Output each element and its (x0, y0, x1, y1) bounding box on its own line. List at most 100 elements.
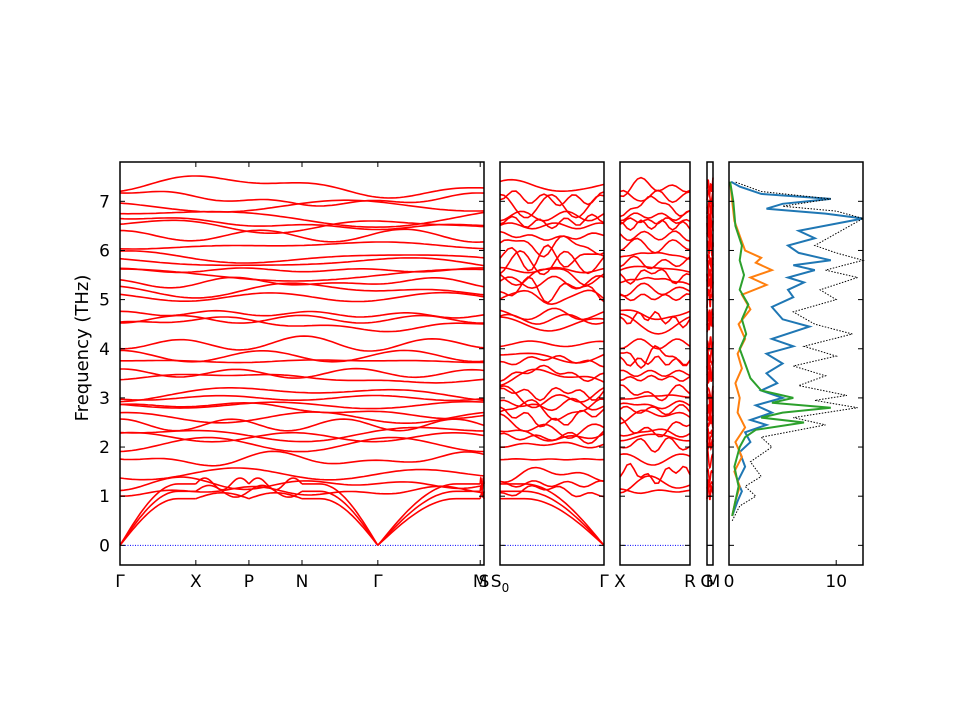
dos-series-line (730, 180, 864, 517)
y-tick-label: 6 (99, 241, 110, 261)
kpoint-label: R (684, 572, 696, 592)
phonon-band-line (619, 219, 691, 232)
phonon-band-line (706, 479, 714, 489)
phonon-band-line (706, 252, 714, 264)
phonon-band-line (120, 367, 485, 379)
phonon-band-line (619, 237, 691, 254)
phonon-band-line (499, 385, 605, 409)
phonon-band-line (619, 176, 691, 198)
phonon-band-line (619, 338, 691, 350)
kpoint-label: P (244, 572, 254, 592)
phonon-band-line (499, 397, 605, 412)
acoustic-band-line (195, 477, 250, 491)
phonon-band-line (119, 401, 485, 420)
y-tick-label: 4 (99, 340, 110, 360)
acoustic-band-line (248, 477, 303, 491)
acoustic-band-line (302, 497, 379, 546)
phonon-band-line (706, 336, 714, 353)
phonon-band-line (119, 282, 485, 299)
phonon-band-line (499, 307, 605, 321)
phonon-band-line (619, 293, 691, 302)
phonon-band-line (706, 385, 714, 402)
dos-x-tick-label: 0 (724, 572, 735, 592)
phonon-band-line (499, 276, 605, 304)
phonon-band-line (499, 340, 605, 348)
dos-x-tick-label: 10 (825, 572, 847, 592)
phonon-band-line (119, 190, 485, 207)
phonon-band-line (619, 255, 691, 270)
phonon-band-line (119, 411, 485, 424)
phonon-band-line (119, 349, 485, 363)
panel-frame (499, 161, 605, 566)
dos-lines-layer (729, 180, 865, 522)
phonon-band-line (499, 484, 605, 498)
acoustic-band-line (302, 483, 379, 546)
phonon-band-line (619, 309, 691, 321)
phonon-band-line (119, 217, 485, 231)
dos-series-line (731, 181, 865, 522)
phonon-band-line (706, 281, 714, 297)
phonon-band-line (119, 309, 485, 319)
dos-series-line (729, 181, 775, 517)
panel-frame (706, 161, 714, 566)
acoustic-band-line (377, 483, 481, 546)
phonon-band-line (119, 394, 485, 402)
acoustic-band-line (119, 490, 196, 546)
phonon-band-line (706, 177, 714, 198)
phonon-band-line (119, 276, 485, 289)
panel-frame (619, 161, 691, 566)
acoustic-band-line (119, 483, 196, 546)
kpoint-label: S (479, 572, 490, 592)
phonon-band-line (119, 467, 485, 481)
phonon-band-line (119, 335, 485, 352)
y-tick-label: 1 (99, 487, 110, 507)
phonon-band-line (119, 199, 485, 213)
phonon-band-line (706, 364, 714, 385)
y-tick-label: 5 (99, 291, 110, 311)
phonon-band-line (619, 282, 691, 297)
kpoint-label: Γ (115, 572, 125, 592)
phonon-band-line (499, 230, 605, 241)
phonon-band-line (499, 274, 605, 290)
kpoint-label: Γ (373, 572, 383, 592)
phonon-band-line (499, 316, 605, 332)
kpoint-label: Γ (599, 572, 609, 592)
phonon-band-line (499, 235, 605, 258)
phonon-band-line (619, 310, 691, 329)
phonon-band-line (619, 265, 691, 273)
phonon-band-line (499, 479, 605, 488)
phonon-band-line (620, 344, 691, 370)
phonon-band-line (619, 436, 691, 453)
phonon-band-line (119, 175, 485, 199)
phonon-band-line (619, 189, 691, 204)
phonon-band-line (619, 409, 691, 425)
kpoint-label: M (473, 572, 488, 592)
phonon-band-line (619, 428, 691, 438)
phonon-band-line (499, 364, 605, 383)
phonon-band-line (706, 308, 714, 323)
phonon-band-line (619, 400, 691, 410)
phonon-band-line (619, 383, 691, 402)
acoustic-band-line (302, 490, 379, 546)
phonon-band-line (619, 230, 691, 242)
phonon-band-line (119, 267, 484, 274)
phonon-band-line (619, 369, 691, 378)
phonon-band-line (706, 468, 714, 484)
phonon-band-line (706, 445, 714, 469)
phonon-band-line (499, 266, 605, 274)
phonon-band-line (119, 250, 485, 264)
phonon-band-line (119, 373, 485, 384)
dos-frame (728, 161, 864, 566)
phonon-band-line (619, 462, 691, 485)
kpoint-label: S0 (491, 572, 509, 595)
y-tick-label: 0 (99, 536, 110, 556)
phonon-band-line (119, 257, 485, 267)
y-tick-label: 2 (99, 438, 110, 458)
y-tick-label: 7 (99, 192, 110, 212)
band-lines-layer (119, 175, 714, 546)
phonon-band-line (499, 386, 605, 402)
phonon-band-line (619, 374, 691, 382)
phonon-band-line (619, 217, 691, 226)
kpoint-label: N (296, 572, 309, 592)
phonon-band-line (499, 222, 605, 230)
